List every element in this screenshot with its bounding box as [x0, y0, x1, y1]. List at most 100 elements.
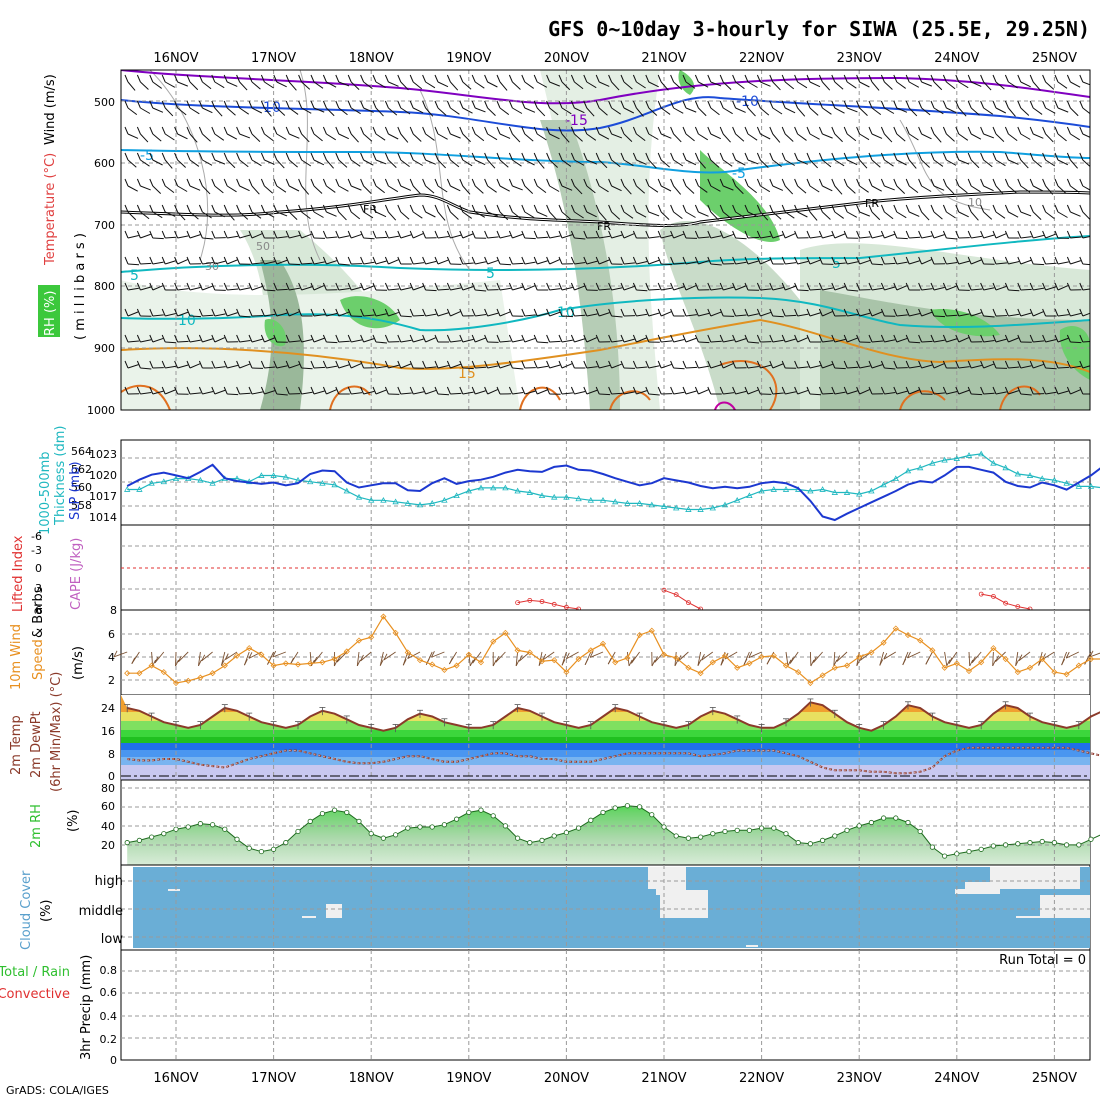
- wind-barb: [431, 651, 445, 658]
- wind-speed-point: [185, 677, 192, 684]
- wind-speed-point: [441, 666, 448, 674]
- tick-label: 0.2: [100, 1033, 118, 1046]
- thickness-point: [660, 503, 668, 509]
- precip-panel: Run Total = 0 0.8 0.6 0.4 0.2 0 Total / …: [0, 949, 1091, 1067]
- wind-speed-point: [819, 672, 826, 679]
- bottom-date-axis: 16NOV 17NOV 18NOV 19NOV 20NOV 21NOV 22NOV 23NOV…: [153, 1071, 1077, 1086]
- tick-label: 700: [94, 219, 115, 232]
- rh-point: [832, 833, 838, 839]
- wind-barb-flag: [992, 659, 997, 667]
- wind-speed-point: [331, 655, 338, 663]
- wind-speed-point: [734, 664, 741, 671]
- wind-barb: [833, 651, 836, 666]
- wind-barb-flag: [995, 655, 999, 662]
- date-label: 22NOV: [739, 1071, 784, 1086]
- rh-2m-area: [127, 805, 1090, 865]
- thickness-point: [721, 501, 729, 508]
- thickness-point: [380, 496, 387, 503]
- wind-barb-flag: [515, 659, 520, 667]
- wind-axis-label-3: (m/s): [71, 646, 86, 680]
- rh-2m-panel: 80 60 40 20 2m RH (%): [29, 779, 1100, 866]
- thickness-point: [258, 472, 265, 478]
- tick-label: 560: [71, 481, 92, 494]
- wind-barb-flag: [902, 658, 907, 666]
- rh-point: [746, 827, 753, 833]
- wind-speed-point: [453, 662, 460, 669]
- wind-barb: [1066, 651, 1079, 659]
- rh-point: [222, 826, 228, 832]
- thickness-point: [904, 467, 912, 474]
- wind-barb-flag: [244, 658, 248, 666]
- wind-speed-point: [929, 647, 936, 654]
- thickness-point: [160, 478, 167, 485]
- wind-speed-point: [1087, 655, 1095, 663]
- rh-2m-markers: [124, 803, 1094, 859]
- precip-convective-label: Convective: [0, 987, 70, 1002]
- wind-barb-flag: [175, 659, 179, 667]
- rh-point: [929, 844, 936, 850]
- rh-point: [356, 818, 362, 824]
- date-label: 25NOV: [1032, 51, 1077, 66]
- rh-point: [575, 825, 582, 831]
- rh-point: [441, 822, 447, 828]
- rh-point: [270, 846, 277, 852]
- wind-barb: [220, 651, 226, 666]
- wind-barb-flag: [628, 659, 633, 667]
- thickness-point: [514, 487, 521, 494]
- wind-barb-flag: [131, 657, 136, 664]
- wind-barb-flag: [948, 657, 953, 664]
- tick-label: 600: [94, 157, 115, 170]
- thickness-point: [1075, 483, 1082, 489]
- wind-barb-flag: [789, 657, 794, 664]
- wind-speed-point: [258, 651, 265, 658]
- tick-label: 2: [108, 674, 115, 687]
- cloud-cover-fill: [133, 867, 1090, 948]
- wind-axis-label-2: Speed: [31, 639, 46, 680]
- wind-barb-flag: [221, 659, 225, 666]
- rh-point: [636, 804, 643, 810]
- upper-air-panel: -10 -15 -5 FR FR FR 5 5 10 10 15 10 30 5…: [38, 69, 1091, 417]
- temp-gridlines: [175, 695, 1055, 780]
- wind-barb-flag: [787, 659, 792, 667]
- wind-barb-flag: [589, 651, 594, 658]
- tick-label: 60: [101, 800, 115, 813]
- rh-point: [527, 840, 533, 846]
- rh-point: [795, 840, 801, 846]
- wind-speed-point: [1075, 662, 1082, 669]
- rh-point: [210, 822, 216, 828]
- wind-barb: [813, 651, 823, 663]
- wind-barb: [379, 651, 384, 666]
- tick-label: low: [101, 932, 124, 947]
- contour-labels: -10 -15 -5 FR FR FR 5 5 10 10 15 10 30 5…: [130, 94, 982, 382]
- cloud-gridlines: [121, 865, 1090, 950]
- wind-speed-point: [368, 634, 375, 641]
- thickness-point: [1039, 475, 1046, 482]
- rh-point: [405, 825, 411, 831]
- rh-point: [673, 833, 679, 839]
- wind-speed-line: [127, 615, 1100, 684]
- contour-label: 5: [130, 268, 139, 284]
- wind-barb-flag: [425, 658, 430, 665]
- wind-speed-point: [782, 662, 790, 669]
- rh-axis-label-1: 2m RH: [29, 804, 44, 848]
- rh-point: [588, 817, 594, 823]
- tick-label: 80: [101, 782, 115, 795]
- rh-point: [453, 816, 460, 822]
- wind-speed-point: [172, 679, 180, 687]
- thickness-point: [843, 489, 851, 495]
- thickness-point: [941, 456, 948, 463]
- run-total: Run Total = 0: [999, 953, 1086, 968]
- rh-point: [136, 837, 142, 843]
- wind-barb-flag: [198, 659, 202, 667]
- wind-barb-flag: [542, 653, 547, 661]
- wind-barb-flag: [813, 656, 817, 663]
- top-date-axis: 16NOV 17NOV 18NOV 19NOV 20NOV 21NOV 22NOV 23NOV…: [153, 51, 1077, 66]
- lifted-index-point: [1003, 600, 1008, 606]
- thickness-point: [673, 504, 680, 511]
- wind-barb-flag: [946, 659, 951, 667]
- tick-label: 0.4: [100, 1010, 118, 1023]
- thickness-point: [124, 486, 131, 492]
- tick-label: 40: [101, 820, 115, 833]
- wind-barb-flag: [883, 653, 888, 660]
- thickness-point: [490, 484, 497, 491]
